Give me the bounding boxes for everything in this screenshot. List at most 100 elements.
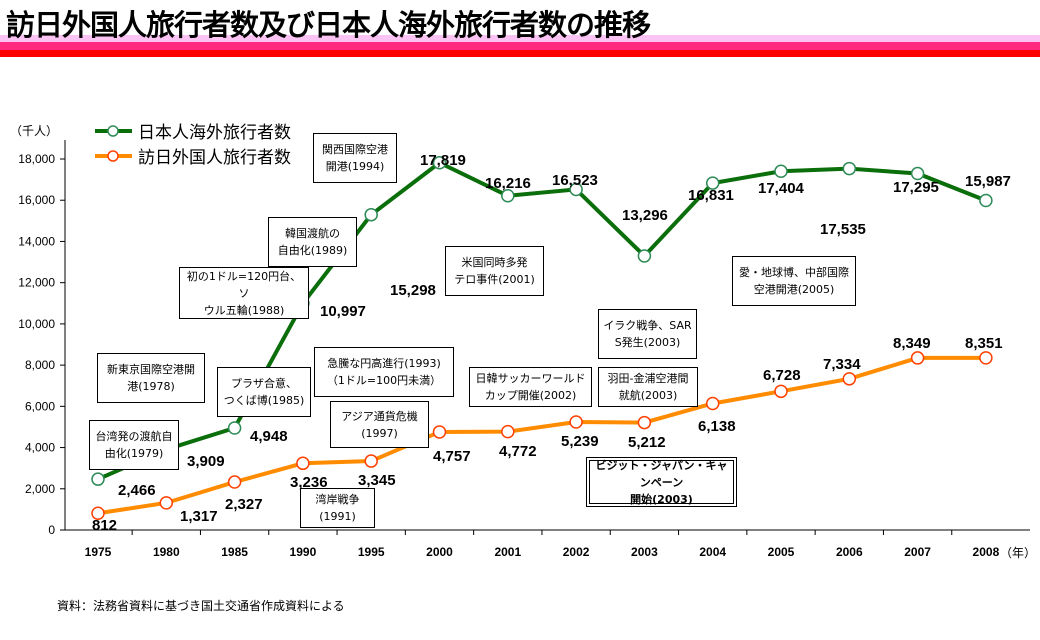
annotation-line-2: テロ事件(2001) xyxy=(454,273,535,286)
y-tick-label: 0 xyxy=(48,523,55,537)
source-note: 資料：法務省資料に基づき国土交通省作成資料による xyxy=(57,599,345,613)
y-tick-label: 12,000 xyxy=(18,276,55,290)
data-point xyxy=(501,424,515,439)
y-tick-label: 2,000 xyxy=(25,482,55,496)
annotation-line-2: (1997) xyxy=(361,426,398,440)
annotation-box: 湾岸戦争 (1991) xyxy=(300,488,375,528)
annotation-line-2: S発生(2003) xyxy=(614,336,681,349)
data-point xyxy=(364,207,378,222)
title-stripe-pink xyxy=(0,35,1040,42)
annotation-line-1: 米国同時多発 xyxy=(461,256,528,269)
annotation-line-2: 開港(1994) xyxy=(325,160,385,173)
x-tick-label: 1975 xyxy=(85,545,112,559)
annotation-line-2: 由化(1979) xyxy=(104,447,164,460)
annotation-line-2: (1991) xyxy=(319,510,356,523)
annotation-line-1: 急騰な円高進行(1993) xyxy=(327,357,441,370)
x-tick-label: 2002 xyxy=(563,545,590,559)
annotation-line-2: 自由化(1989) xyxy=(277,244,348,257)
x-tick-label: 2000 xyxy=(426,545,453,559)
data-point xyxy=(364,454,378,468)
annotation-line-1: 初の1ドル=120円台、ソ xyxy=(186,269,302,300)
data-point xyxy=(227,475,242,489)
data-point xyxy=(705,396,720,411)
annotation-line-1: 愛・地球博、中部国際 xyxy=(739,266,849,279)
data-point xyxy=(637,249,652,263)
data-point xyxy=(569,182,583,197)
y-tick-label: 10,000 xyxy=(18,317,55,331)
annotation-line-1: 韓国渡航の xyxy=(284,227,340,240)
annotation-line-1: 日韓サッカーワールド xyxy=(475,372,586,385)
x-tick-label: 2003 xyxy=(631,545,658,559)
legend-label: 日本人海外旅行者数 xyxy=(138,123,291,143)
annotation-box: アジア通貨危機 (1997) xyxy=(330,401,429,448)
data-point xyxy=(842,372,857,386)
annotation-line-1: プラザ合意、 xyxy=(230,377,297,390)
data-point xyxy=(432,155,447,170)
data-point xyxy=(91,506,105,521)
data-point xyxy=(227,421,242,435)
annotation-box: 急騰な円高進行(1993) （1ドル=100円未満） xyxy=(314,347,454,397)
annotation-line-2: 就航(2003) xyxy=(618,389,678,402)
data-point xyxy=(979,351,993,365)
annotation-line-2: 空港開港(2005) xyxy=(753,283,835,296)
annotation-line-1: 湾岸戦争 xyxy=(315,493,360,506)
data-point xyxy=(159,496,174,510)
y-tick-label: 18,000 xyxy=(18,152,55,166)
annotation-box: 新東京国際空港開 港(1978) xyxy=(97,353,205,403)
x-tick-label: 1985 xyxy=(221,545,248,559)
y-tick-label: 14,000 xyxy=(18,234,55,248)
x-tick-label: 2008 xyxy=(973,545,1000,559)
annotation-box: イラク戦争、SAR S発生(2003) xyxy=(598,309,697,359)
legend-marker xyxy=(107,125,119,137)
x-axis-unit: （年） xyxy=(1000,546,1037,560)
data-point xyxy=(569,415,583,429)
y-axis-unit: （千人） xyxy=(10,124,59,138)
legend-label: 訪日外国人旅行者数 xyxy=(138,148,291,168)
x-tick-label: 1995 xyxy=(358,545,385,559)
x-tick-label: 1980 xyxy=(153,545,180,559)
data-point xyxy=(91,472,105,486)
annotation-box: 日韓サッカーワールド カップ開催(2002) xyxy=(469,367,592,407)
data-point xyxy=(705,176,720,190)
annotation-box: 米国同時多発 テロ事件(2001) xyxy=(445,246,544,296)
annotation-box: 愛・地球博、中部国際 空港開港(2005) xyxy=(732,256,856,306)
annotation-line-2: （1ドル=100円未満） xyxy=(326,374,442,387)
annotation-line-2: 開始(2003) xyxy=(630,492,693,506)
annotation-box: 羽田-金浦空港間 就航(2003) xyxy=(598,367,698,407)
data-point xyxy=(774,164,788,179)
x-tick-label: 2006 xyxy=(836,545,863,559)
annotation-box: 韓国渡航の自由化(1989) xyxy=(268,217,357,267)
title-stripe-magenta xyxy=(0,42,1040,50)
annotation-line-1: 新東京国際空港開 xyxy=(107,363,195,376)
page-title: 訪日外国人旅行者数及び日本人海外旅行者数の推移 xyxy=(6,8,651,42)
annotation-line-1: ビジット・ジャパン・キャンペーン xyxy=(595,458,728,489)
annotation-line-2: カップ開催(2002) xyxy=(484,389,577,402)
annotation-line-1: 台湾発の渡航自 xyxy=(95,430,173,443)
x-tick-label: 2007 xyxy=(904,545,931,559)
annotation-line-1: アジア通貨危機 xyxy=(341,409,418,423)
data-point xyxy=(842,161,857,176)
title-stripe-red xyxy=(0,50,1040,57)
annotation-line-2: ウル五輪(1988) xyxy=(203,303,285,317)
data-point xyxy=(432,425,447,439)
data-point xyxy=(910,166,925,181)
annotation-line-2: つくば博(1985) xyxy=(223,394,305,407)
data-point xyxy=(979,193,993,208)
data-point xyxy=(637,415,652,430)
series-line-1 xyxy=(97,355,986,516)
data-point xyxy=(296,456,310,471)
x-tick-label: 1990 xyxy=(290,545,317,559)
y-tick-label: 16,000 xyxy=(18,193,55,207)
annotation-box: 初の1ドル=120円台、ソウル五輪(1988) xyxy=(179,267,309,319)
legend-marker xyxy=(107,150,119,162)
x-tick-label: 2001 xyxy=(494,545,521,559)
annotation-box: プラザ合意、 つくば博(1985) xyxy=(217,367,311,417)
data-point xyxy=(774,384,788,399)
annotation-line-2: 港(1978) xyxy=(127,380,175,393)
y-tick-label: 4,000 xyxy=(25,441,55,455)
annotation-line-1: 関西国際空港 xyxy=(322,143,388,156)
annotation-box: ビジット・ジャパン・キャンペーン開始(2003) xyxy=(586,457,737,507)
data-point xyxy=(910,351,925,365)
annotation-box: 関西国際空港 開港(1994) xyxy=(313,133,397,183)
annotation-line-1: イラク戦争、SAR xyxy=(603,319,692,332)
